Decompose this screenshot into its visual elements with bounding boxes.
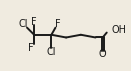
Text: F: F [55, 19, 60, 29]
Text: F: F [28, 43, 34, 53]
Text: Cl: Cl [18, 19, 28, 29]
Text: Cl: Cl [47, 47, 56, 57]
Text: F: F [31, 17, 37, 27]
Text: O: O [99, 49, 107, 59]
Text: OH: OH [112, 25, 127, 35]
